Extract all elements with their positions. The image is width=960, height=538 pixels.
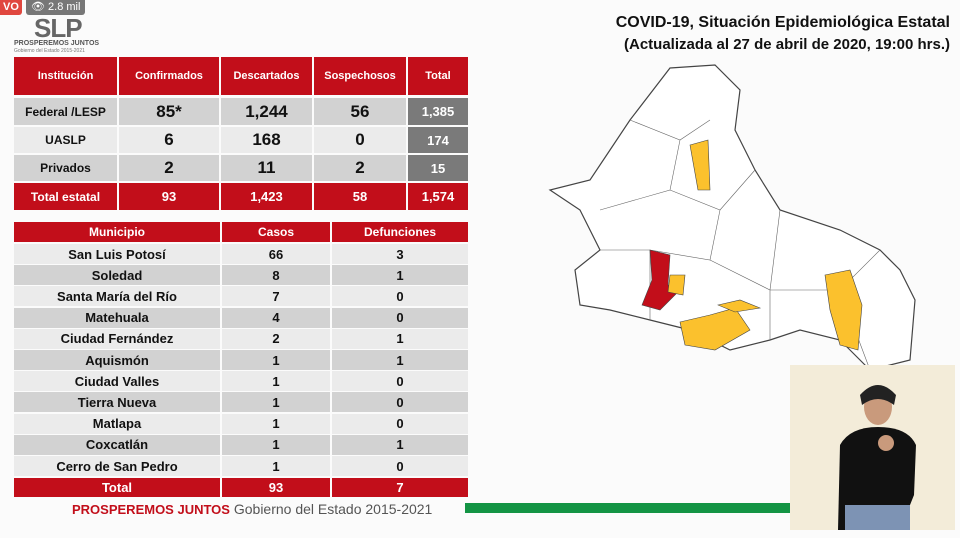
column-header: Descartados	[221, 57, 312, 95]
municipality-ciudad-fernandez	[717, 299, 762, 313]
interpreter-figure	[838, 385, 916, 530]
table-cell: 1	[222, 456, 330, 476]
column-header: Total	[408, 57, 468, 95]
table-cell: 1	[332, 328, 468, 349]
column-header: Casos	[222, 222, 330, 242]
table-cell: 1	[332, 434, 468, 455]
eye-icon: 👁	[31, 1, 45, 13]
table-cell: 1	[222, 371, 330, 392]
municipality-ciudad-valles	[824, 269, 863, 351]
column-header: Sospechosos	[314, 57, 406, 95]
table-cell: Matlapa	[14, 413, 220, 434]
state-map	[548, 64, 916, 371]
table-cell: 4	[222, 307, 330, 328]
table-cell: 2	[314, 155, 406, 181]
sign-language-interpreter-video	[790, 365, 955, 530]
view-count: 👁 2.8 mil	[26, 0, 86, 15]
table-cell: 6	[119, 127, 219, 153]
total-cell: 93	[222, 478, 330, 497]
table-cell: 1	[332, 350, 468, 370]
table-cell: 11	[221, 155, 312, 181]
table-cell: 8	[222, 265, 330, 286]
title-line1: COVID-19, Situación Epidemiológica Estat…	[615, 14, 950, 31]
table-cell: Federal /LESP	[14, 98, 117, 125]
total-cell: 7	[332, 478, 468, 497]
table-cell: 66	[222, 244, 330, 264]
table-cell: Santa María del Río	[14, 286, 220, 307]
table-cell: San Luis Potosí	[14, 244, 220, 264]
logo-text: SLP	[34, 13, 83, 43]
total-cell: 58	[314, 183, 406, 210]
table-cell: 85*	[119, 98, 219, 125]
column-header: Defunciones	[332, 222, 468, 242]
table-cell: 1	[222, 350, 330, 370]
logo: SLP PROSPEREMOS JUNTOS Gobierno del Esta…	[14, 13, 104, 55]
column-header: Municipio	[14, 222, 220, 242]
total-cell: 1,423	[221, 183, 312, 210]
table-cell: 174	[408, 127, 468, 153]
table-cell: Soledad	[14, 265, 220, 286]
logo-subtitle: Gobierno del Estado 2015-2021	[14, 48, 85, 54]
column-header: Institución	[14, 57, 117, 95]
footer-text: Gobierno del Estado 2015-2021	[233, 501, 433, 517]
table-cell: Ciudad Fernández	[14, 328, 220, 349]
table-cell: 0	[332, 371, 468, 392]
table-cell: 15	[408, 155, 468, 181]
table-cell: 1	[332, 265, 468, 286]
page-title: COVID-19, Situación Epidemiológica Estat…	[616, 14, 950, 53]
state-outline	[548, 64, 916, 371]
table-cell: 1,385	[408, 98, 468, 125]
table-cell: 0	[332, 413, 468, 434]
table-cell: Aquismón	[14, 350, 220, 370]
municipality-san-luis-potosi	[641, 249, 681, 311]
total-cell: 93	[119, 183, 219, 210]
table-cell: 0	[332, 286, 468, 307]
table-cell: 2	[119, 155, 219, 181]
municipality-santa-maria-del-rio	[679, 307, 751, 351]
table-cell: 168	[221, 127, 312, 153]
green-bar	[465, 503, 795, 513]
table-cell: Cerro de San Pedro	[14, 456, 220, 476]
total-cell: Total estatal	[14, 183, 117, 210]
municipality-soledad	[667, 274, 686, 296]
table-cell: 1	[222, 434, 330, 455]
total-cell: Total	[14, 478, 220, 497]
title-line2: (Actualizada al 27 de abril de 2020, 19:…	[624, 36, 950, 53]
table-cell: Privados	[14, 155, 117, 181]
table-cell: Ciudad Valles	[14, 371, 220, 392]
table-cell: 0	[332, 392, 468, 413]
table-cell: 0	[332, 456, 468, 476]
table-cell: UASLP	[14, 127, 117, 153]
table-cell: Coxcatlán	[14, 434, 220, 455]
views-text: 2.8 mil	[48, 1, 81, 13]
table-cell: 0	[332, 307, 468, 328]
table-cell: Matehuala	[14, 307, 220, 328]
table-cell: 7	[222, 286, 330, 307]
table-cell: 1	[222, 392, 330, 413]
table-cell: 0	[314, 127, 406, 153]
column-header: Confirmados	[119, 57, 219, 95]
total-cell: 1,574	[408, 183, 468, 210]
footer-brand: PROSPEREMOS JUNTOS	[72, 502, 230, 517]
table-cell: 2	[222, 328, 330, 349]
table-cell: Tierra Nueva	[14, 392, 220, 413]
table-cell: 3	[332, 244, 468, 264]
logo-tagline: PROSPEREMOS JUNTOS	[14, 40, 100, 47]
municipality-matehuala	[689, 139, 711, 191]
table-cell: 1	[222, 413, 330, 434]
live-badge: VO	[0, 0, 22, 15]
table-cell: 1,244	[221, 98, 312, 125]
table-cell: 56	[314, 98, 406, 125]
footer: PROSPEREMOS JUNTOS Gobierno del Estado 2…	[72, 501, 432, 517]
